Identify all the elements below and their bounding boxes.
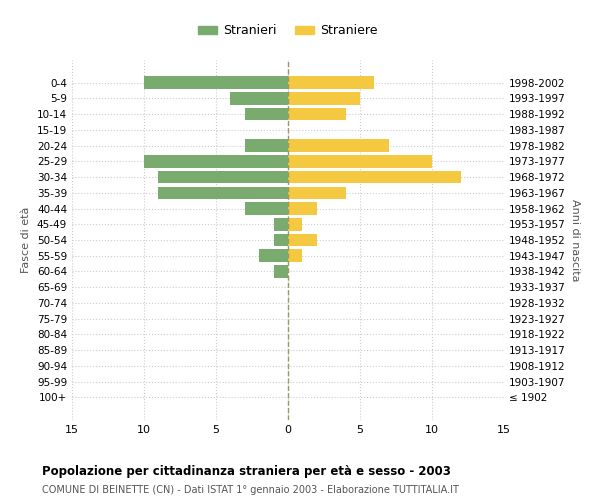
Bar <box>274 218 288 230</box>
Bar <box>288 92 360 104</box>
Bar <box>144 155 288 168</box>
Bar <box>259 250 288 262</box>
Legend: Stranieri, Straniere: Stranieri, Straniere <box>193 20 383 42</box>
Bar <box>274 265 288 278</box>
Bar <box>288 186 346 199</box>
Bar <box>245 140 288 152</box>
Bar <box>288 140 389 152</box>
Bar <box>158 186 288 199</box>
Bar <box>288 234 317 246</box>
Bar <box>158 171 288 183</box>
Bar <box>288 155 432 168</box>
Bar <box>288 108 346 120</box>
Bar <box>245 108 288 120</box>
Bar <box>288 171 461 183</box>
Y-axis label: Anni di nascita: Anni di nascita <box>569 198 580 281</box>
Bar <box>230 92 288 104</box>
Bar <box>274 234 288 246</box>
Bar <box>288 250 302 262</box>
Bar <box>288 76 374 89</box>
Bar <box>144 76 288 89</box>
Y-axis label: Fasce di età: Fasce di età <box>22 207 31 273</box>
Text: COMUNE DI BEINETTE (CN) - Dati ISTAT 1° gennaio 2003 - Elaborazione TUTTITALIA.I: COMUNE DI BEINETTE (CN) - Dati ISTAT 1° … <box>42 485 459 495</box>
Text: Popolazione per cittadinanza straniera per età e sesso - 2003: Popolazione per cittadinanza straniera p… <box>42 465 451 478</box>
Bar <box>245 202 288 215</box>
Bar <box>288 218 302 230</box>
Bar <box>288 202 317 215</box>
